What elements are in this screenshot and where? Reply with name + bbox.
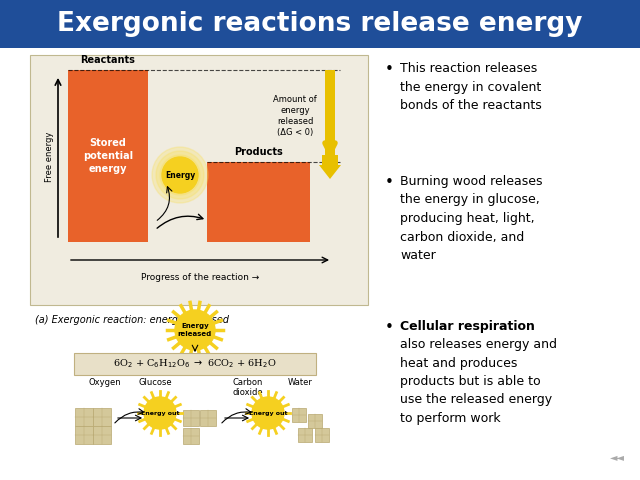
Text: 6O$_2$ + C$_6$H$_{12}$O$_6$ $\rightarrow$ 6CO$_2$ + 6H$_2$O: 6O$_2$ + C$_6$H$_{12}$O$_6$ $\rightarrow…: [113, 358, 277, 371]
Bar: [30, 55, 368, 305]
Text: Free energy: Free energy: [45, 132, 54, 182]
Bar: [207, 162, 310, 242]
Text: •: •: [385, 62, 394, 77]
Bar: [93, 426, 111, 444]
Text: Oxygen: Oxygen: [89, 378, 122, 387]
Circle shape: [175, 310, 215, 350]
Bar: [308, 414, 322, 428]
Text: Products: Products: [234, 147, 283, 157]
Text: (a) Exergonic reaction: energy released: (a) Exergonic reaction: energy released: [35, 315, 229, 325]
Text: Energy
released: Energy released: [178, 323, 212, 337]
Circle shape: [152, 147, 208, 203]
Bar: [325, 70, 335, 162]
Bar: [298, 428, 312, 442]
Circle shape: [162, 157, 198, 193]
Text: Cellular respiration: Cellular respiration: [400, 320, 535, 333]
Text: Progress of the reaction →: Progress of the reaction →: [141, 273, 259, 282]
Text: Reactants: Reactants: [81, 55, 136, 65]
Text: ◄◄: ◄◄: [610, 452, 625, 462]
Bar: [292, 408, 306, 422]
Bar: [200, 410, 216, 426]
Circle shape: [252, 397, 284, 429]
Text: Carbon
dioxide: Carbon dioxide: [233, 378, 263, 397]
Bar: [93, 408, 111, 426]
FancyBboxPatch shape: [74, 353, 316, 375]
FancyArrow shape: [319, 155, 341, 179]
Bar: [315, 428, 329, 442]
Bar: [183, 410, 199, 426]
Text: Water: Water: [287, 378, 312, 387]
Text: This reaction releases
the energy in covalent
bonds of the reactants: This reaction releases the energy in cov…: [400, 62, 541, 112]
Text: also releases energy and
heat and produces
products but is able to
use the relea: also releases energy and heat and produc…: [400, 338, 557, 425]
Circle shape: [144, 397, 176, 429]
Text: Stored
potential
energy: Stored potential energy: [83, 138, 133, 174]
Bar: [75, 426, 93, 444]
Text: Energy out: Energy out: [249, 410, 287, 416]
Text: •: •: [385, 175, 394, 190]
Text: Burning wood releases
the energy in glucose,
producing heat, light,
carbon dioxi: Burning wood releases the energy in gluc…: [400, 175, 543, 262]
Circle shape: [156, 151, 204, 199]
Text: •: •: [385, 320, 394, 335]
Text: Energy out: Energy out: [141, 410, 179, 416]
Bar: [68, 70, 148, 242]
Circle shape: [160, 155, 200, 195]
Bar: [75, 408, 93, 426]
Bar: [183, 428, 199, 444]
Text: Exergonic reactions release energy: Exergonic reactions release energy: [57, 11, 583, 37]
Bar: [0, 0, 640, 48]
Text: Amount of
energy
released
(ΔG < 0): Amount of energy released (ΔG < 0): [273, 95, 317, 137]
Text: Glucose: Glucose: [138, 378, 172, 387]
Text: Energy: Energy: [165, 170, 195, 180]
